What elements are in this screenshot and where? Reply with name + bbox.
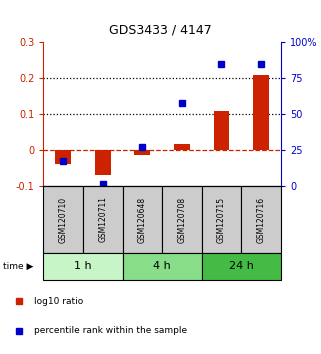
Text: GSM120715: GSM120715: [217, 196, 226, 242]
Bar: [43, 253, 123, 280]
Bar: [162, 186, 202, 253]
Text: GSM120710: GSM120710: [59, 196, 68, 242]
Text: 4 h: 4 h: [153, 261, 171, 272]
Bar: [202, 186, 241, 253]
Bar: [43, 186, 83, 253]
Text: GSM120711: GSM120711: [98, 196, 107, 242]
Bar: [253, 75, 269, 150]
Text: time ▶: time ▶: [3, 262, 34, 271]
Bar: [241, 186, 281, 253]
Bar: [134, 150, 150, 155]
Text: GSM120708: GSM120708: [178, 196, 187, 242]
Text: log10 ratio: log10 ratio: [34, 297, 83, 306]
Text: 1 h: 1 h: [74, 261, 92, 272]
Bar: [202, 253, 281, 280]
Text: 24 h: 24 h: [229, 261, 254, 272]
Text: GDS3433 / 4147: GDS3433 / 4147: [109, 23, 212, 36]
Bar: [174, 144, 190, 150]
Text: GSM120716: GSM120716: [256, 196, 265, 242]
Text: GSM120648: GSM120648: [138, 196, 147, 242]
Bar: [213, 110, 230, 150]
Bar: [95, 150, 111, 175]
Text: percentile rank within the sample: percentile rank within the sample: [34, 326, 187, 335]
Bar: [83, 186, 123, 253]
Bar: [123, 253, 202, 280]
Bar: [55, 150, 71, 164]
Bar: [123, 186, 162, 253]
